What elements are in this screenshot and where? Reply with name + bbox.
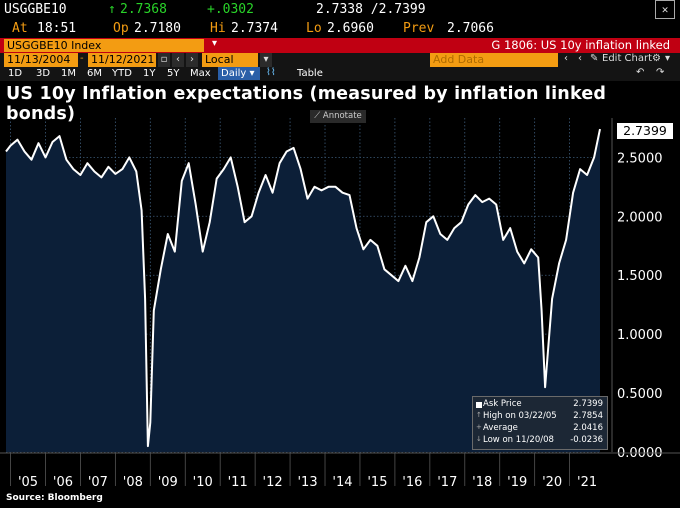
line-chart-icon[interactable]: ⌇⌇ (266, 67, 276, 78)
chart-title: US 10y Inflation expectations (measured … (6, 84, 607, 124)
last-price: 2.7368 (120, 2, 167, 17)
bid-ask: 2.7338 /2.7399 (316, 2, 426, 17)
currency-dropdown-icon[interactable]: ▾ (260, 53, 272, 67)
legend-value-average: 2.0416 (573, 423, 603, 433)
prev-label: Prev (403, 21, 435, 36)
x-tick-label: '16 (402, 475, 422, 490)
legend-value-ask: 2.7399 (573, 399, 603, 409)
series-line (5, 128, 601, 448)
period-max[interactable]: Max (190, 68, 211, 79)
x-tick-label: '21 (577, 475, 597, 490)
next-period-icon[interactable]: › (186, 53, 198, 67)
at-label: At (12, 21, 28, 36)
period-1m[interactable]: 1M (61, 68, 76, 79)
frequency-label: Daily (221, 68, 247, 79)
x-tick-label: '06 (53, 475, 73, 490)
table-button[interactable]: Table (297, 68, 323, 79)
edit-chart-button[interactable]: Edit Chart (602, 53, 653, 64)
x-tick-label: '11 (228, 475, 248, 490)
quote-bar: USGGBE10 ↑ 2.7368 +.0302 2.7338 /2.7399 … (0, 0, 680, 20)
gear-icon[interactable]: ⚙ (652, 53, 661, 64)
dropdown-icon[interactable]: ▾ (212, 38, 218, 49)
period-1d[interactable]: 1D (8, 68, 23, 79)
x-tick-label: '13 (297, 475, 317, 490)
quote-stats: At 18:51 Op 2.7180 Hi 2.7374 Lo 2.6960 P… (0, 20, 680, 38)
x-tick-label: '09 (158, 475, 178, 490)
annotate-label: Annotate (322, 111, 362, 121)
x-tick-label: '10 (193, 475, 213, 490)
open-value: 2.7180 (134, 21, 181, 36)
prev-period-icon[interactable]: ‹ (172, 53, 184, 67)
legend-label-average: Average (483, 423, 518, 433)
add-data-field[interactable]: Add Data (430, 53, 558, 67)
source-note: Source: Bloomberg (6, 493, 103, 503)
x-tick-label: '14 (332, 475, 352, 490)
high-label: Hi (210, 21, 226, 36)
legend-high-icon: ↑ (476, 411, 482, 419)
redo-icon[interactable]: ↷ (656, 67, 665, 78)
calendar-icon[interactable]: ▫ (158, 53, 170, 67)
x-tick-label: '19 (507, 475, 527, 490)
series-area-fill (6, 129, 600, 452)
close-icon[interactable]: ✕ (655, 0, 675, 19)
expand-icon[interactable]: ‹ (578, 53, 582, 64)
y-tick-label: 1.5000 (617, 269, 663, 284)
price-change: +.0302 (207, 2, 254, 17)
last-price-arrow: ↑ (108, 2, 116, 17)
x-tick-label: '17 (437, 475, 457, 490)
settings-dropdown-icon[interactable]: ▾ (665, 53, 671, 64)
high-value: 2.7374 (231, 21, 278, 36)
legend-label-high: High on 03/22/05 (483, 411, 557, 421)
x-tick-label: '15 (367, 475, 387, 490)
open-label: Op (113, 21, 129, 36)
date-to-field[interactable]: 11/12/2021 (88, 53, 156, 67)
security-field[interactable]: USGGBE10 Index (4, 39, 204, 52)
x-tick-label: '18 (472, 475, 492, 490)
y-tick-label: 2.0000 (617, 210, 663, 225)
x-tick-label: '08 (123, 475, 143, 490)
date-separator: - (80, 53, 84, 64)
low-label: Lo (306, 21, 322, 36)
function-title: G 1806: US 10y inflation linked (491, 38, 670, 52)
ticker: USGGBE10 (4, 2, 67, 17)
legend-swatch-ask (476, 402, 482, 408)
date-from-field[interactable]: 11/13/2004 (4, 53, 78, 67)
legend-value-high: 2.7854 (573, 411, 603, 421)
legend-label-low: Low on 11/20/08 (483, 435, 554, 445)
y-tick-label: 1.0000 (617, 328, 663, 343)
legend: Ask Price 2.7399 ↑ High on 03/22/05 2.78… (472, 396, 608, 450)
edit-icon[interactable]: ✎ (590, 53, 599, 64)
undo-icon[interactable]: ↶ (636, 67, 645, 78)
period-ytd[interactable]: YTD (112, 68, 132, 79)
collapse-icon[interactable]: ‹ (564, 53, 568, 64)
y-tick-label: 2.5000 (617, 151, 663, 166)
period-1y[interactable]: 1Y (143, 68, 156, 79)
x-tick-labels: '05 '06 '07 '08 '09 '10 '11 '12 '13 '14 '15 '16 '17 '… (10, 453, 597, 490)
period-5y[interactable]: 5Y (167, 68, 180, 79)
x-tick-label: '05 (18, 475, 38, 490)
security-bar: USGGBE10 Index ▾ G 1806: US 10y inflatio… (0, 38, 680, 53)
legend-value-low: -0.0236 (570, 435, 603, 445)
x-tick-label: '07 (88, 475, 108, 490)
period-6m[interactable]: 6M (87, 68, 102, 79)
period-3d[interactable]: 3D (36, 68, 51, 79)
x-tick-label: '12 (263, 475, 283, 490)
prev-value: 2.7066 (447, 21, 494, 36)
legend-low-icon: ↓ (476, 435, 482, 443)
x-tick-label: '20 (542, 475, 562, 490)
period-bar: 1D 3D 1M 6M YTD 1Y 5Y Max Daily ▾ ⌇⌇ Tab… (0, 67, 680, 81)
legend-average-icon: + (476, 423, 482, 431)
low-value: 2.6960 (327, 21, 374, 36)
annotate-icon: ⟋ (314, 111, 321, 121)
y-tick-label: 0.5000 (617, 387, 663, 402)
annotate-button[interactable]: ⟋ Annotate (310, 110, 366, 123)
at-time: 18:51 (37, 21, 77, 36)
last-value-label: 2.7399 (617, 123, 673, 139)
date-range-bar: 11/13/2004 - 11/12/2021 ▫ ‹ › Local CCY … (0, 53, 680, 80)
legend-label-ask: Ask Price (483, 399, 522, 409)
frequency-select[interactable]: Daily ▾ (218, 67, 260, 80)
